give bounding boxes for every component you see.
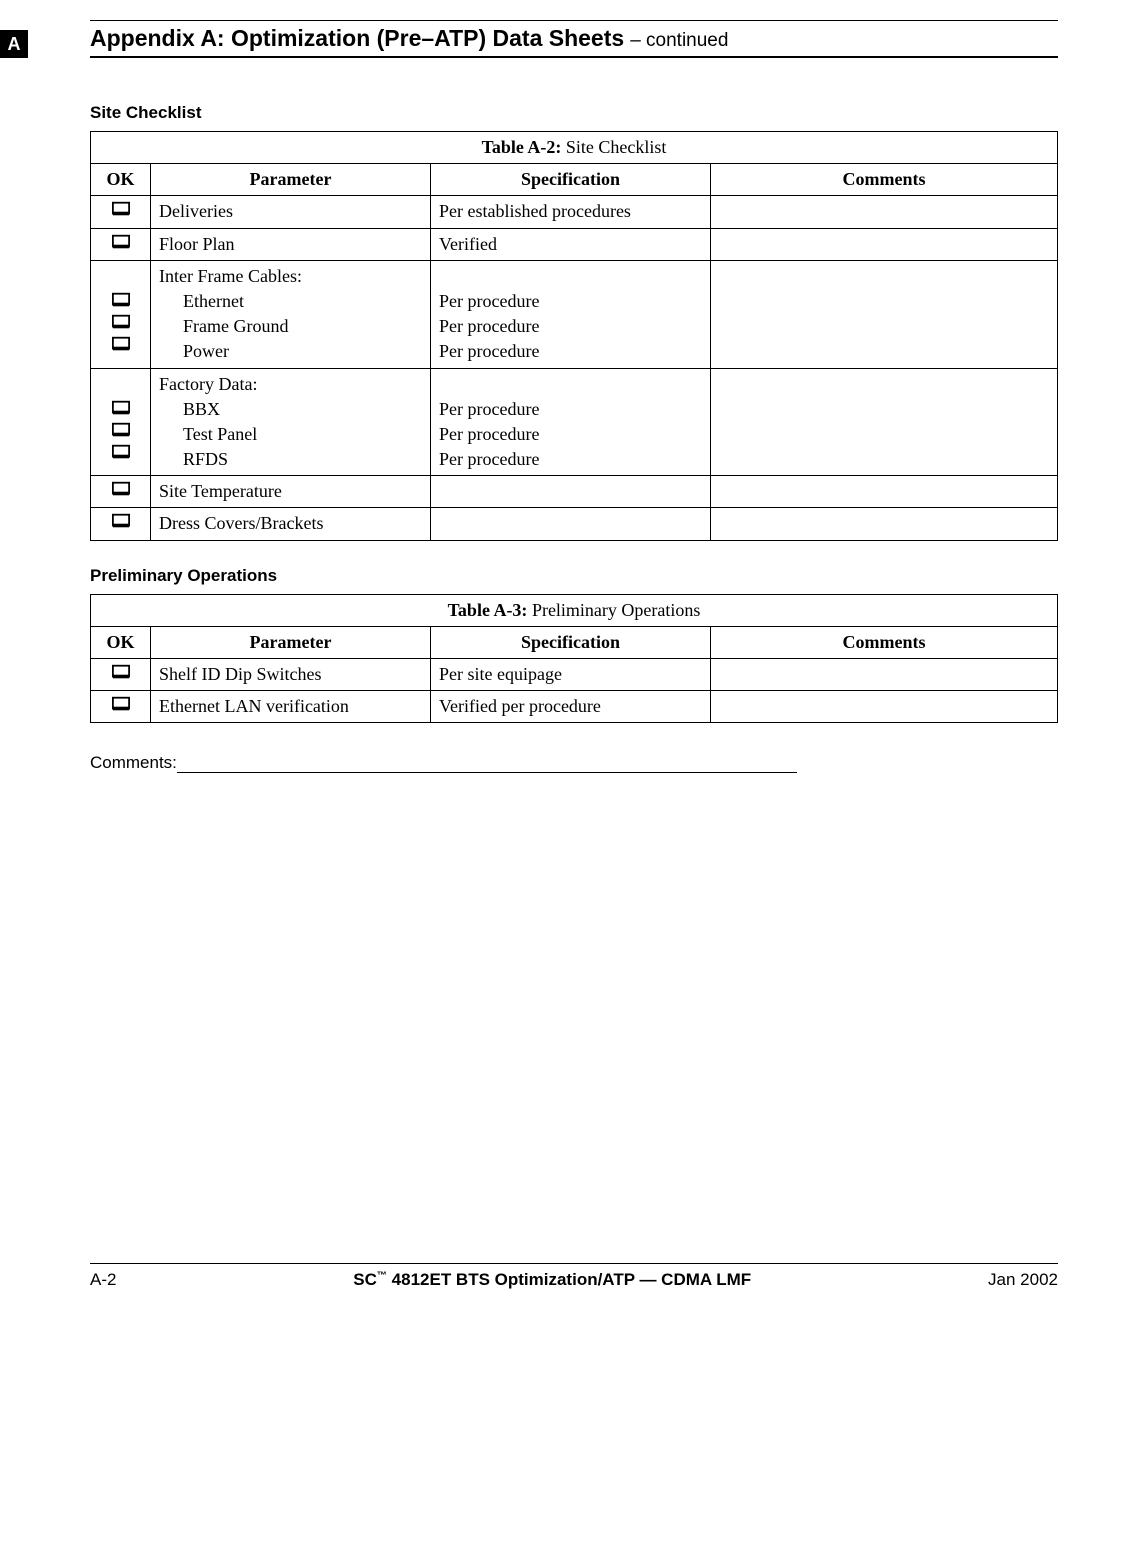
sub-spec: Per procedure — [439, 339, 702, 364]
cell-spec: Per procedure Per procedure Per procedur… — [431, 368, 711, 476]
checkbox-icon[interactable] — [112, 481, 130, 497]
sub-param: Ethernet — [159, 289, 422, 314]
table-row: Inter Frame Cables: Ethernet Frame Groun… — [91, 260, 1058, 368]
sub-spec: Per procedure — [439, 422, 702, 447]
cell-param: Floor Plan — [151, 228, 431, 260]
table-site-checklist: Table A-2: Site Checklist OK Parameter S… — [90, 131, 1058, 541]
cell-spec — [431, 476, 711, 508]
cell-comments — [711, 260, 1058, 368]
col-ok: OK — [91, 626, 151, 658]
col-comments: Comments — [711, 164, 1058, 196]
sub-param: Frame Ground — [159, 314, 422, 339]
cell-param: Dress Covers/Brackets — [151, 508, 431, 540]
checkbox-icon[interactable] — [112, 664, 130, 680]
checkbox-icon[interactable] — [112, 696, 130, 712]
footer-doc-title: SC™ 4812ET BTS Optimization/ATP — CDMA L… — [353, 1270, 751, 1290]
cell-spec — [431, 508, 711, 540]
table-prelim-ops: Table A-3: Preliminary Operations OK Par… — [90, 594, 1058, 724]
cell-param: Site Temperature — [151, 476, 431, 508]
table-row: Site Temperature — [91, 476, 1058, 508]
table-row: Floor Plan Verified — [91, 228, 1058, 260]
checkbox-icon[interactable] — [112, 422, 130, 438]
group-label: Factory Data: — [159, 374, 257, 394]
sub-spec: Per procedure — [439, 314, 702, 339]
sub-spec: Per procedure — [439, 447, 702, 472]
cell-spec: Per site equipage — [431, 659, 711, 691]
footer-date: Jan 2002 — [988, 1270, 1058, 1290]
table-title-text-a3: Preliminary Operations — [532, 600, 700, 620]
top-rule: Appendix A: Optimization (Pre–ATP) Data … — [90, 20, 1058, 58]
sub-spec: Per procedure — [439, 397, 702, 422]
page-title-suffix: – continued — [630, 30, 728, 52]
col-parameter: Parameter — [151, 626, 431, 658]
appendix-side-tab: A — [0, 30, 28, 58]
table-label-a2: Table A-2: — [482, 137, 562, 157]
cell-comments — [711, 659, 1058, 691]
cell-param: Ethernet LAN verification — [151, 691, 431, 723]
col-specification: Specification — [431, 164, 711, 196]
comments-underline[interactable] — [177, 756, 797, 773]
cell-param: Inter Frame Cables: Ethernet Frame Groun… — [151, 260, 431, 368]
col-comments: Comments — [711, 626, 1058, 658]
sub-param: Test Panel — [159, 422, 422, 447]
cell-spec: Per established procedures — [431, 196, 711, 228]
footer-tm: ™ — [377, 1271, 387, 1282]
table-label-a3: Table A-3: — [448, 600, 528, 620]
checkbox-icon[interactable] — [112, 234, 130, 250]
footer-prefix: SC — [353, 1270, 377, 1289]
checkbox-icon[interactable] — [112, 336, 130, 352]
footer-rest: 4812ET BTS Optimization/ATP — CDMA LMF — [392, 1270, 752, 1289]
cell-comments — [711, 228, 1058, 260]
cell-param: Factory Data: BBX Test Panel RFDS — [151, 368, 431, 476]
page-title: Appendix A: Optimization (Pre–ATP) Data … — [90, 25, 624, 52]
checkbox-icon[interactable] — [112, 314, 130, 330]
table-title-text-a2: Site Checklist — [566, 137, 667, 157]
cell-comments — [711, 476, 1058, 508]
table-row: Deliveries Per established procedures — [91, 196, 1058, 228]
group-label: Inter Frame Cables: — [159, 266, 302, 286]
checkbox-icon[interactable] — [112, 513, 130, 529]
comments-label: Comments: — [90, 753, 177, 773]
sub-param: Power — [159, 339, 422, 364]
cell-comments — [711, 508, 1058, 540]
cell-comments — [711, 691, 1058, 723]
col-ok: OK — [91, 164, 151, 196]
col-parameter: Parameter — [151, 164, 431, 196]
col-specification: Specification — [431, 626, 711, 658]
checkbox-icon[interactable] — [112, 201, 130, 217]
cell-spec: Verified per procedure — [431, 691, 711, 723]
footer-page-number: A-2 — [90, 1270, 116, 1290]
cell-spec: Verified — [431, 228, 711, 260]
checkbox-icon[interactable] — [112, 444, 130, 460]
sub-spec: Per procedure — [439, 289, 702, 314]
checkbox-icon[interactable] — [112, 292, 130, 308]
table-row: Ethernet LAN verification Verified per p… — [91, 691, 1058, 723]
table-title-a2: Table A-2: Site Checklist — [91, 132, 1058, 164]
page-title-line: Appendix A: Optimization (Pre–ATP) Data … — [90, 25, 1058, 58]
table-row: Dress Covers/Brackets — [91, 508, 1058, 540]
page-footer: A-2 SC™ 4812ET BTS Optimization/ATP — CD… — [90, 1263, 1058, 1290]
cell-param: Deliveries — [151, 196, 431, 228]
table-title-a3: Table A-3: Preliminary Operations — [91, 594, 1058, 626]
checkbox-icon[interactable] — [112, 400, 130, 416]
cell-comments — [711, 196, 1058, 228]
section-heading-prelim-ops: Preliminary Operations — [90, 566, 1058, 586]
section-heading-site-checklist: Site Checklist — [90, 103, 1058, 123]
sub-param: BBX — [159, 397, 422, 422]
sub-param: RFDS — [159, 447, 422, 472]
cell-spec: Per procedure Per procedure Per procedur… — [431, 260, 711, 368]
cell-comments — [711, 368, 1058, 476]
cell-param: Shelf ID Dip Switches — [151, 659, 431, 691]
table-row: Factory Data: BBX Test Panel RFDS Per pr… — [91, 368, 1058, 476]
comments-line: Comments: — [90, 753, 1058, 773]
table-row: Shelf ID Dip Switches Per site equipage — [91, 659, 1058, 691]
